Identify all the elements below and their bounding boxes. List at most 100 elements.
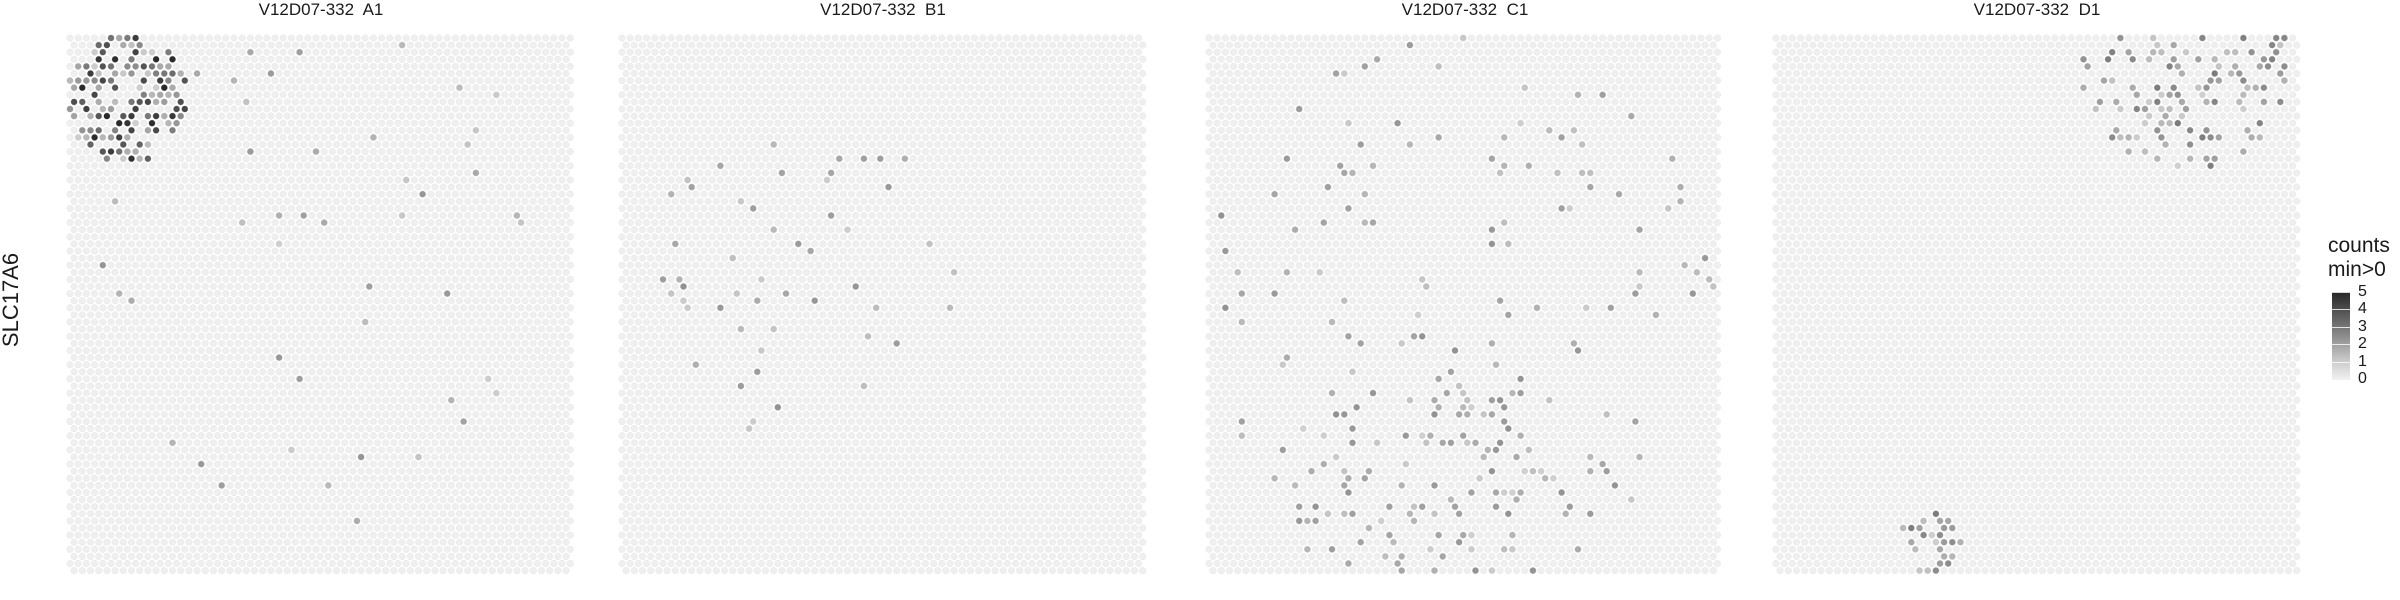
spot — [419, 247, 427, 255]
spot — [230, 91, 238, 99]
spot — [353, 204, 361, 212]
spot — [921, 48, 929, 56]
spot — [328, 119, 336, 127]
spot — [782, 34, 790, 42]
spot — [505, 453, 513, 461]
spot — [374, 510, 382, 518]
spot — [160, 282, 168, 290]
spot — [300, 382, 308, 390]
spot — [488, 382, 496, 390]
spot — [181, 133, 189, 141]
spot — [168, 368, 176, 376]
spot — [1077, 48, 1085, 56]
spot — [802, 55, 810, 63]
spot — [128, 41, 136, 49]
spot — [218, 481, 226, 489]
spot — [328, 489, 336, 497]
spot — [312, 332, 320, 340]
spot — [542, 531, 550, 539]
spot — [374, 268, 382, 276]
spot — [357, 538, 365, 546]
spot — [78, 410, 86, 418]
spot — [300, 240, 308, 248]
spot — [87, 268, 95, 276]
spot — [328, 290, 336, 298]
spot — [136, 55, 144, 63]
spot — [177, 524, 185, 532]
spot — [341, 325, 349, 333]
spot — [542, 105, 550, 113]
spot — [546, 183, 554, 191]
spot — [390, 382, 398, 390]
spot — [476, 204, 484, 212]
spot — [283, 140, 291, 148]
spot — [521, 126, 529, 134]
spot — [341, 297, 349, 305]
spot — [177, 297, 185, 305]
spot — [394, 62, 402, 70]
spot — [267, 55, 275, 63]
spot — [74, 275, 82, 283]
spot — [439, 98, 447, 106]
spot — [328, 261, 336, 269]
spot — [431, 41, 439, 49]
spot — [382, 297, 390, 305]
spot — [320, 133, 328, 141]
spot — [123, 517, 131, 525]
spot — [287, 290, 295, 298]
spot — [361, 318, 369, 326]
spot — [234, 98, 242, 106]
spot — [369, 418, 377, 426]
spot — [226, 382, 234, 390]
spot — [501, 375, 509, 383]
spot — [275, 254, 283, 262]
spot — [456, 481, 464, 489]
spot — [255, 545, 263, 553]
spot — [554, 496, 562, 504]
spot — [460, 34, 468, 42]
spot — [456, 70, 464, 78]
spot — [398, 226, 406, 234]
spot — [345, 148, 353, 156]
spot — [74, 34, 82, 42]
spot — [529, 140, 537, 148]
spot — [419, 148, 427, 156]
spot — [558, 460, 566, 468]
spot — [386, 91, 394, 99]
spot — [304, 77, 312, 85]
spot — [443, 361, 451, 369]
spot — [529, 169, 537, 177]
spot — [410, 418, 418, 426]
spot — [209, 354, 217, 362]
spot — [312, 403, 320, 411]
spot — [132, 545, 140, 553]
spot — [168, 567, 176, 575]
spot — [279, 162, 287, 170]
spot — [942, 41, 950, 49]
spot — [517, 91, 525, 99]
spot — [230, 361, 238, 369]
spot — [349, 325, 357, 333]
spot — [144, 140, 152, 148]
spot — [423, 98, 431, 106]
spot — [82, 190, 90, 198]
spot — [542, 247, 550, 255]
spot — [111, 325, 119, 333]
spot — [160, 254, 168, 262]
spot — [111, 183, 119, 191]
spot — [132, 361, 140, 369]
spot — [447, 453, 455, 461]
spot — [66, 247, 74, 255]
spot — [193, 155, 201, 163]
spot — [447, 410, 455, 418]
spot — [443, 290, 451, 298]
spot — [353, 290, 361, 298]
spot — [123, 148, 131, 156]
spot — [390, 410, 398, 418]
spot — [562, 155, 570, 163]
spot — [238, 233, 246, 241]
spot — [460, 77, 468, 85]
panel-a1: V12D07-332 A1 — [66, 0, 576, 580]
spot — [283, 524, 291, 532]
spot — [148, 545, 156, 553]
